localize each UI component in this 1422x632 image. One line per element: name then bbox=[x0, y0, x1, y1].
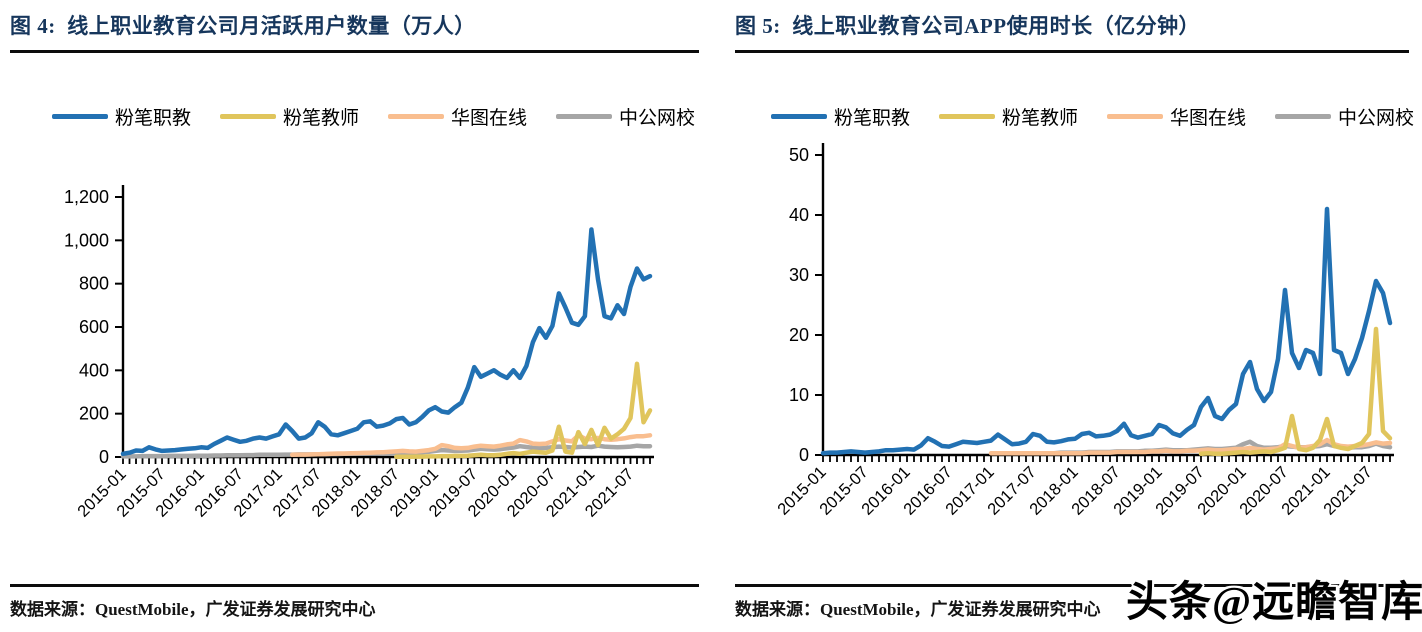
series-line-粉笔职教 bbox=[120, 227, 653, 457]
figure-5-title-rule bbox=[735, 50, 1409, 53]
legend-swatch bbox=[220, 114, 277, 119]
legend-swatch bbox=[939, 114, 996, 119]
figure-5-source-rule bbox=[735, 584, 1409, 587]
series-line-华图在线 bbox=[289, 433, 653, 458]
legend-label: 粉笔教师 bbox=[1002, 108, 1079, 129]
legend-label: 中公网校 bbox=[1338, 108, 1415, 129]
y-tick-label: 600 bbox=[79, 317, 109, 337]
series-line-粉笔职教 bbox=[820, 206, 1393, 456]
legend-label: 中公网校 bbox=[619, 108, 696, 129]
legend-item-粉笔职教: 粉笔职教 bbox=[52, 103, 191, 130]
axis-lines bbox=[121, 185, 654, 459]
toutiao-watermark: 头条@远瞻智库 bbox=[1126, 580, 1422, 626]
legend-label: 华图在线 bbox=[451, 108, 528, 129]
legend-swatch bbox=[1275, 114, 1332, 119]
legend-item-粉笔职教: 粉笔职教 bbox=[771, 103, 910, 130]
legend-item-华图在线: 华图在线 bbox=[1107, 103, 1246, 130]
legend-swatch bbox=[556, 114, 613, 119]
figure-4-title: 图 4: 线上职业教育公司月活跃用户数量（万人） bbox=[10, 14, 476, 38]
legend-label: 粉笔职教 bbox=[115, 108, 192, 129]
series-line-粉笔教师 bbox=[1198, 326, 1393, 457]
y-tick-label: 800 bbox=[79, 274, 109, 294]
y-tick-label: 30 bbox=[789, 265, 809, 285]
figure-5-legend: 粉笔职教 粉笔教师 华图在线 中公网校 bbox=[771, 103, 1414, 130]
axis-lines bbox=[821, 143, 1394, 457]
legend-item-华图在线: 华图在线 bbox=[388, 103, 527, 130]
legend-item-粉笔教师: 粉笔教师 bbox=[939, 103, 1078, 130]
y-tick-label: 0 bbox=[799, 445, 809, 465]
mau-line-chart: 02004006008001,0001,2002015-012015-07201… bbox=[64, 185, 654, 521]
series-line-粉笔教师 bbox=[394, 361, 653, 460]
legend-item-中公网校: 中公网校 bbox=[1275, 103, 1414, 130]
y-tick-label: 20 bbox=[789, 325, 809, 345]
y-tick-label: 400 bbox=[79, 360, 109, 380]
figure-4-source-rule bbox=[10, 584, 699, 587]
figure-4-legend: 粉笔职教 粉笔教师 华图在线 中公网校 bbox=[52, 103, 695, 130]
legend-item-中公网校: 中公网校 bbox=[556, 103, 695, 130]
y-tick-label: 200 bbox=[79, 404, 109, 424]
legend-label: 粉笔教师 bbox=[283, 108, 360, 129]
legend-swatch bbox=[771, 114, 827, 119]
usage-line-chart: 010203040502015-012015-072016-012016-072… bbox=[774, 143, 1394, 519]
y-tick-label: 0 bbox=[99, 447, 109, 467]
y-tick-label: 40 bbox=[789, 205, 809, 225]
y-tick-label: 1,000 bbox=[64, 230, 109, 250]
y-tick-label: 1,200 bbox=[64, 187, 109, 207]
legend-label: 华图在线 bbox=[1170, 108, 1247, 129]
figure-5-panel: 图 5: 线上职业教育公司APP使用时长（亿分钟） 粉笔职教 粉笔教师 华图在线 中公… bbox=[711, 0, 1422, 632]
legend-swatch bbox=[52, 114, 108, 119]
figure-4-source: 数据来源：QuestMobile，广发证券发展研究中心 bbox=[10, 600, 376, 619]
legend-item-粉笔教师: 粉笔教师 bbox=[220, 103, 359, 130]
y-tick-label: 10 bbox=[789, 385, 809, 405]
figure-4-title-rule bbox=[10, 50, 699, 53]
figure-4-panel: 图 4: 线上职业教育公司月活跃用户数量（万人） 粉笔职教 粉笔教师 华图在线 中公网… bbox=[10, 14, 699, 619]
y-tick-label: 50 bbox=[789, 145, 809, 165]
series-line-华图在线 bbox=[988, 437, 1393, 456]
figure-5-source: 数据来源：QuestMobile，广发证券发展研究中心 bbox=[735, 600, 1101, 619]
legend-swatch bbox=[1107, 114, 1164, 119]
figure-5-title: 图 5: 线上职业教育公司APP使用时长（亿分钟） bbox=[735, 14, 1201, 38]
legend-swatch bbox=[388, 114, 445, 119]
legend-label: 粉笔职教 bbox=[834, 108, 911, 129]
